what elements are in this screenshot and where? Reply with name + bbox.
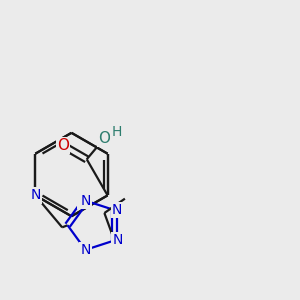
Text: N: N [80,243,91,257]
Text: O: O [98,131,110,146]
Text: H: H [111,125,122,139]
Text: O: O [57,138,69,153]
Text: N: N [30,188,40,203]
Text: N: N [112,233,122,248]
Text: N: N [80,194,91,208]
Text: N: N [78,194,88,208]
Text: N: N [112,203,122,217]
